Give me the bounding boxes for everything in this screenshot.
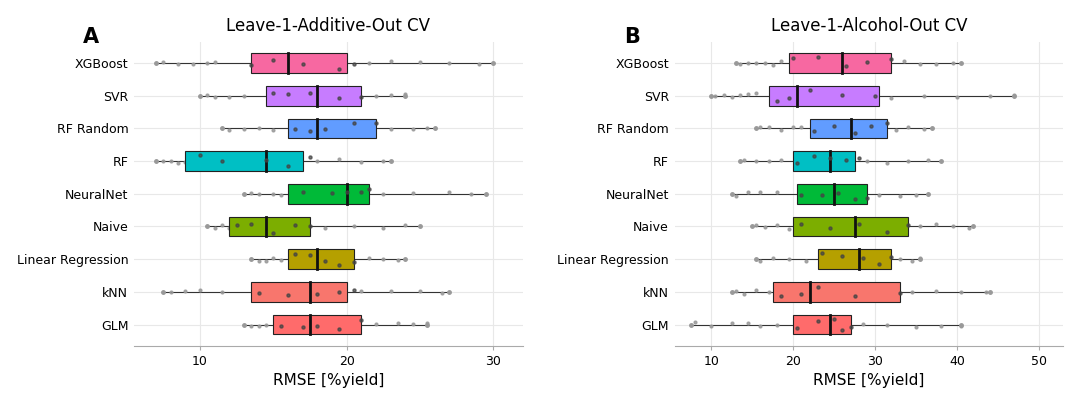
Bar: [185, 151, 302, 171]
Title: Leave-1-Alcohol-Out CV: Leave-1-Alcohol-Out CV: [771, 17, 968, 35]
Bar: [793, 217, 908, 236]
Bar: [273, 315, 361, 334]
Bar: [266, 86, 361, 106]
Bar: [252, 53, 347, 73]
Text: B: B: [624, 27, 639, 47]
Bar: [793, 151, 854, 171]
X-axis label: RMSE [%yield]: RMSE [%yield]: [272, 373, 383, 388]
Bar: [793, 315, 851, 334]
Bar: [773, 282, 900, 302]
Text: A: A: [83, 27, 99, 47]
Bar: [252, 282, 347, 302]
Bar: [789, 53, 891, 73]
X-axis label: RMSE [%yield]: RMSE [%yield]: [813, 373, 924, 388]
Bar: [288, 249, 354, 269]
Title: Leave-1-Additive-Out CV: Leave-1-Additive-Out CV: [226, 17, 430, 35]
Bar: [229, 217, 310, 236]
Bar: [818, 249, 891, 269]
Bar: [810, 119, 888, 138]
Bar: [769, 86, 879, 106]
Bar: [288, 184, 368, 204]
Bar: [288, 119, 376, 138]
Bar: [797, 184, 867, 204]
